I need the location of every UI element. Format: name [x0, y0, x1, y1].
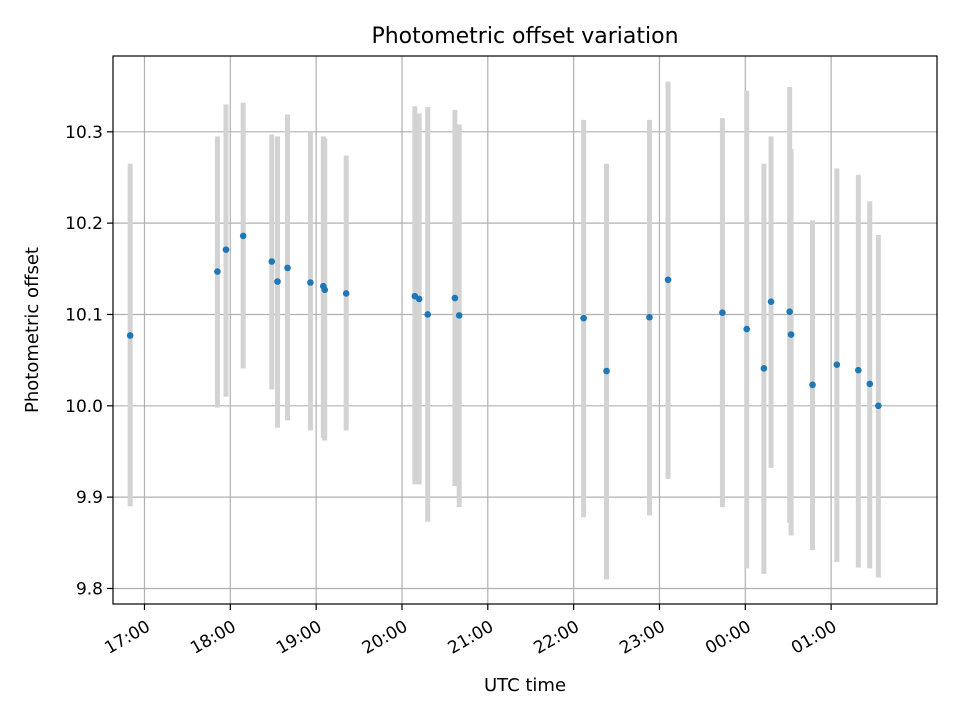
data-point — [743, 325, 751, 333]
data-point — [866, 380, 874, 388]
chart-title: Photometric offset variation — [371, 24, 678, 49]
error-bars — [127, 81, 881, 580]
y-tick-label: 9.8 — [76, 579, 103, 599]
data-point — [809, 381, 816, 389]
y-axis-ticks: 9.8 9.9 10.0 10.1 10.2 10.3 — [65, 123, 113, 599]
data-point — [719, 309, 726, 316]
y-tick-label: 10.0 — [65, 397, 103, 417]
data-point — [214, 268, 221, 275]
data-point — [274, 278, 281, 285]
x-tick-label: 01:00 — [788, 617, 840, 659]
plot-frame — [112, 55, 938, 605]
x-tick-label: 00:00 — [702, 617, 754, 659]
y-tick-label: 10.2 — [65, 214, 103, 234]
x-tick-label: 23:00 — [616, 617, 668, 659]
data-point — [222, 246, 230, 253]
x-axis-ticks: 17:00 18:00 19:00 20:00 21:00 22:00 23:00 00:00… — [101, 604, 840, 659]
data-point — [646, 313, 653, 321]
y-axis-label: Photometric offset — [22, 247, 43, 413]
data-point — [580, 314, 587, 322]
data-point — [833, 361, 841, 369]
data-point — [787, 331, 795, 338]
data-point — [760, 365, 768, 372]
x-axis-label: UTC time — [484, 675, 566, 696]
data-point — [875, 402, 882, 410]
x-tick-label: 22:00 — [531, 617, 583, 659]
data-point — [424, 311, 432, 318]
data-point — [321, 286, 329, 294]
data-point — [855, 366, 862, 374]
data-point — [767, 298, 775, 305]
data-point — [126, 332, 134, 339]
y-tick-label: 10.3 — [65, 123, 103, 143]
y-tick-label: 9.9 — [76, 488, 103, 508]
data-point — [455, 312, 463, 319]
y-tick-label: 10.1 — [65, 305, 103, 325]
data-point — [786, 308, 793, 316]
data-point — [603, 367, 610, 375]
data-point — [415, 295, 423, 303]
data-point — [239, 232, 247, 240]
data-point — [451, 294, 459, 302]
data-point — [284, 264, 291, 272]
x-tick-label: 19:00 — [273, 617, 325, 659]
data-point — [307, 279, 314, 286]
data-points — [126, 232, 882, 410]
x-tick-label: 18:00 — [187, 617, 239, 659]
x-tick-label: 17:00 — [101, 617, 153, 659]
grid-lines — [113, 56, 937, 604]
x-tick-label: 21:00 — [445, 617, 497, 659]
data-point — [664, 276, 672, 284]
data-point — [268, 258, 276, 265]
data-point — [342, 290, 350, 297]
x-tick-label: 20:00 — [359, 617, 411, 659]
